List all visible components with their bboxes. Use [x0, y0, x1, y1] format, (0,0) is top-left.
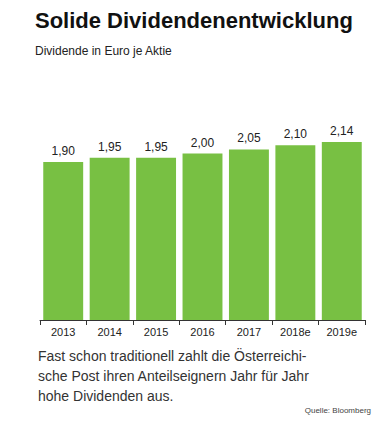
svg-text:1,95: 1,95 — [144, 140, 168, 154]
svg-text:hohe Dividenden aus.: hohe Dividenden aus. — [38, 388, 173, 404]
svg-text:2014: 2014 — [97, 326, 121, 338]
svg-text:sche Post ihren Anteilseignern: sche Post ihren Anteilseignern Jahr für … — [38, 368, 309, 384]
svg-text:2015: 2015 — [144, 326, 168, 338]
svg-text:2,14: 2,14 — [330, 124, 354, 138]
svg-text:Dividende in Euro je Aktie: Dividende in Euro je Aktie — [35, 44, 172, 58]
svg-text:2019e: 2019e — [326, 326, 357, 338]
svg-text:2,10: 2,10 — [284, 127, 308, 141]
svg-text:Quelle: Bloomberg: Quelle: Bloomberg — [305, 406, 371, 415]
svg-text:Fast schon traditionell zahlt: Fast schon traditionell zahlt die Österr… — [38, 347, 307, 364]
svg-text:Solide Dividendenentwicklung: Solide Dividendenentwicklung — [35, 8, 353, 33]
svg-text:1,95: 1,95 — [98, 140, 122, 154]
svg-text:2,00: 2,00 — [191, 136, 215, 150]
svg-text:2013: 2013 — [51, 326, 75, 338]
svg-text:2017: 2017 — [237, 326, 261, 338]
svg-text:2018e: 2018e — [280, 326, 311, 338]
svg-text:2016: 2016 — [190, 326, 214, 338]
svg-text:2,05: 2,05 — [237, 131, 261, 145]
svg-text:1,90: 1,90 — [52, 144, 76, 158]
